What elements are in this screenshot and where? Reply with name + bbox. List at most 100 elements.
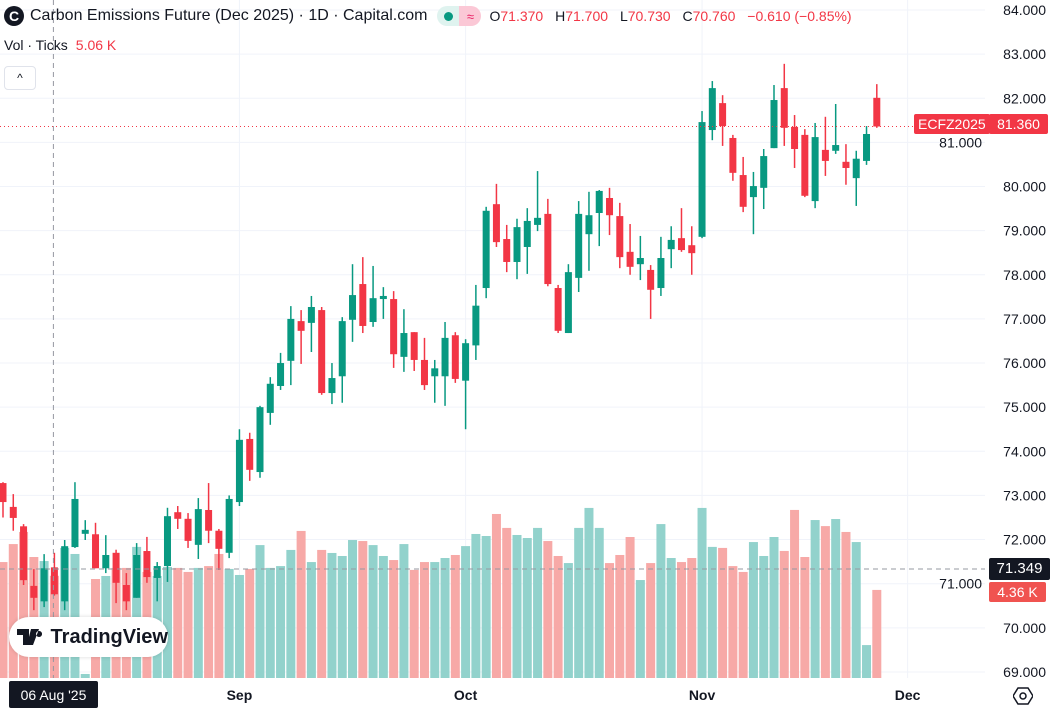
candle-body [174,512,182,519]
volume-bar [60,547,70,678]
volume-bar [8,544,18,678]
volume-bar [245,568,255,678]
price-axis-label: 84.000 [1003,2,1046,18]
candle-body [852,158,860,179]
candle-body [492,204,500,243]
volume-bar [728,566,738,678]
volume-bar [820,526,830,678]
volume-bar [173,567,183,678]
candle-body [153,566,161,578]
candle-body [205,509,213,531]
candle-body [133,555,141,598]
volume-bar [296,530,306,678]
candle-body [811,137,819,202]
settings-gear-icon[interactable] [1013,686,1033,706]
candle-body [235,439,243,503]
candle-body [595,190,603,213]
candle-body [40,568,48,602]
candle-body [832,145,840,151]
volume-bar [574,527,584,678]
volume-bar [348,540,358,678]
price-axis-label: 72.000 [1003,532,1046,548]
time-axis-label: Nov [689,687,716,703]
volume-bar [831,519,841,678]
tradingview-icon [17,629,43,645]
candle-body [184,518,192,541]
candle-body [318,310,326,394]
volume-bar [306,562,316,678]
volume-legend[interactable]: Vol · Ticks 5.06 K [4,37,117,53]
volume-bar [255,545,265,678]
candle-body [102,555,110,569]
candle-body [585,215,593,235]
candle-body [749,186,757,198]
candle-body [688,245,696,254]
candle-body [441,337,449,377]
volume-bar [666,558,676,678]
candle-body [451,335,459,379]
candle-body [297,321,305,331]
approx-data-icon: ≈ [459,6,482,26]
candle-body [513,227,521,262]
candle-body [760,156,768,188]
candle-body [0,483,7,503]
volume-bar [70,553,80,678]
time-axis-label: Sep [227,687,253,703]
candle-body [420,359,428,386]
volume-bar [193,567,203,678]
volume-bar [697,507,707,678]
candle-body [163,516,171,567]
price-axis-label: 75.000 [1003,399,1046,415]
volume-bar [810,520,820,678]
candle-body [780,88,788,128]
volume-bar [183,571,193,678]
volume-bar [276,566,286,678]
volume-bar [502,527,512,678]
candle-body [821,149,829,161]
volume-bar [265,567,275,678]
volume-bar [286,549,296,678]
volume-bar [543,541,553,678]
volume-bar [748,542,758,678]
candle-body [667,239,675,250]
candle-body [287,318,295,361]
change-value: −0.610 (−0.85%) [747,8,852,24]
volume-bar [450,554,460,678]
price-axis-label: 74.000 [1003,443,1046,459]
volume-bar [368,545,378,678]
candle-body [842,161,850,168]
candle-body [256,407,264,473]
candle-body [143,551,151,578]
candle-body [462,343,470,381]
candle-body [266,383,274,413]
volume-bar [337,555,347,678]
candle-body [873,97,881,127]
price-axis-label: 79.000 [1003,223,1046,239]
chevron-up-icon: ^ [17,71,23,85]
volume-bar [656,524,666,678]
candle-body [677,238,685,251]
volume-bar [419,562,429,678]
candle-body [30,585,38,598]
price-axis-label: 78.000 [1003,267,1046,283]
volume-bar [687,558,697,678]
tradingview-logo[interactable]: TradingView [9,617,168,657]
chart-title[interactable]: Carbon Emissions Future (Dec 2025) · 1D … [30,7,428,24]
collapse-legend-button[interactable]: ^ [4,66,36,90]
volume-bar [224,568,234,678]
volume-bar [800,557,810,678]
crosshair-date-label: 06 Aug '25 [9,681,98,708]
candle-body [863,134,871,161]
candle-body [122,585,130,602]
volume-bar [707,546,717,678]
market-status-pill[interactable]: ≈ [437,6,482,26]
volume-bar [676,562,686,678]
candle-body [379,295,387,300]
candle-body [307,306,315,323]
candle-body [112,552,120,583]
volume-bar [132,546,142,678]
volume-bar [0,562,8,678]
volume-bar [471,533,481,678]
candle-body [390,299,398,355]
